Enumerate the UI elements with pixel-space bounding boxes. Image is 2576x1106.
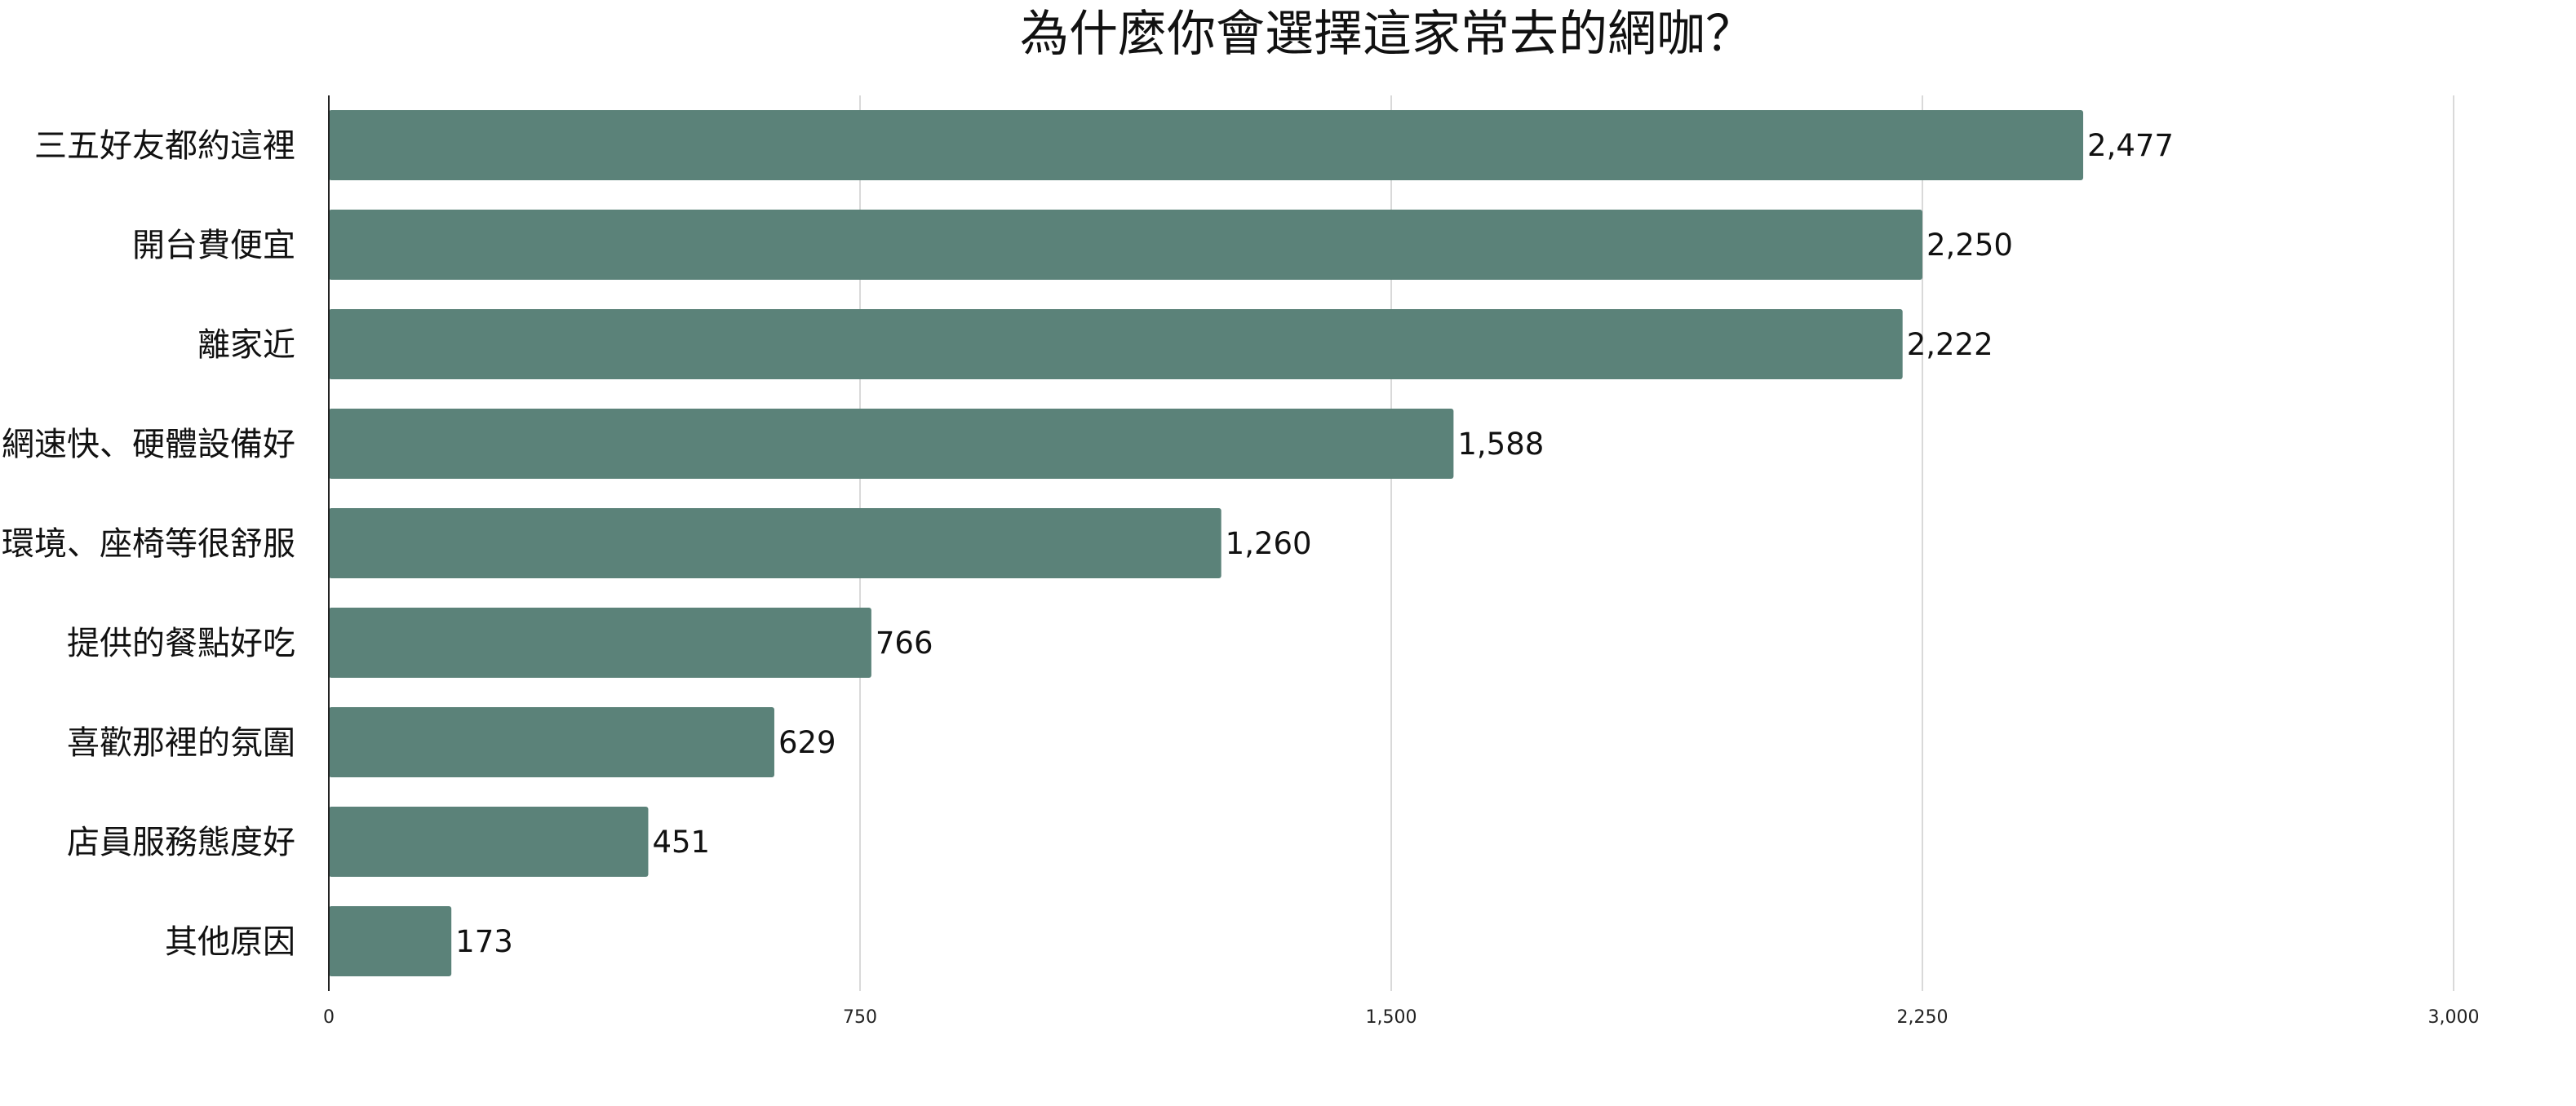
ticks-layer: 0 750 1,500 2,250 3,000 [323, 1007, 2479, 1028]
data-label: 451 [652, 825, 710, 860]
bar [329, 707, 774, 777]
bar [329, 110, 2084, 180]
x-tick-label: 2,250 [1897, 1007, 1949, 1028]
bar [329, 309, 1903, 379]
data-label: 2,477 [2087, 128, 2174, 163]
x-tick-label: 1,500 [1366, 1007, 1417, 1028]
category-label: 喜歡那裡的氛圍 [67, 724, 295, 762]
bars-layer [329, 110, 2084, 976]
data-label: 1,588 [1457, 427, 1544, 462]
bar [329, 807, 649, 877]
category-label: 店員服務態度好 [67, 824, 295, 861]
bar [329, 906, 452, 976]
x-tick-label: 0 [323, 1007, 335, 1028]
category-label: 提供的餐點好吃 [67, 625, 295, 662]
labels-layer: 三五好友都約這裡 2,477 開台費便宜 2,250 離家近 2,222 網速快、硬體設備好… [2, 127, 2174, 961]
data-label: 1,260 [1226, 526, 1312, 561]
bar [329, 508, 1221, 578]
data-label: 173 [455, 924, 513, 959]
category-label: 網速快、硬體設備好 [2, 426, 295, 463]
category-label: 離家近 [197, 326, 295, 364]
chart-title: 為什麼你會選擇這家常去的網咖？ [1020, 6, 1754, 63]
x-tick-label: 3,000 [2428, 1007, 2480, 1028]
data-label: 2,250 [1926, 228, 2013, 263]
x-tick-label: 750 [843, 1007, 877, 1028]
bar [329, 608, 871, 678]
category-label: 其他原因 [165, 923, 295, 961]
bar [329, 409, 1454, 479]
data-label: 629 [778, 725, 836, 760]
category-label: 環境、座椅等很舒服 [2, 525, 295, 563]
category-label: 開台費便宜 [132, 227, 295, 264]
bar [329, 210, 1922, 280]
category-label: 三五好友都約這裡 [34, 127, 295, 165]
data-label: 2,222 [1907, 327, 1993, 362]
data-label: 766 [876, 626, 933, 661]
